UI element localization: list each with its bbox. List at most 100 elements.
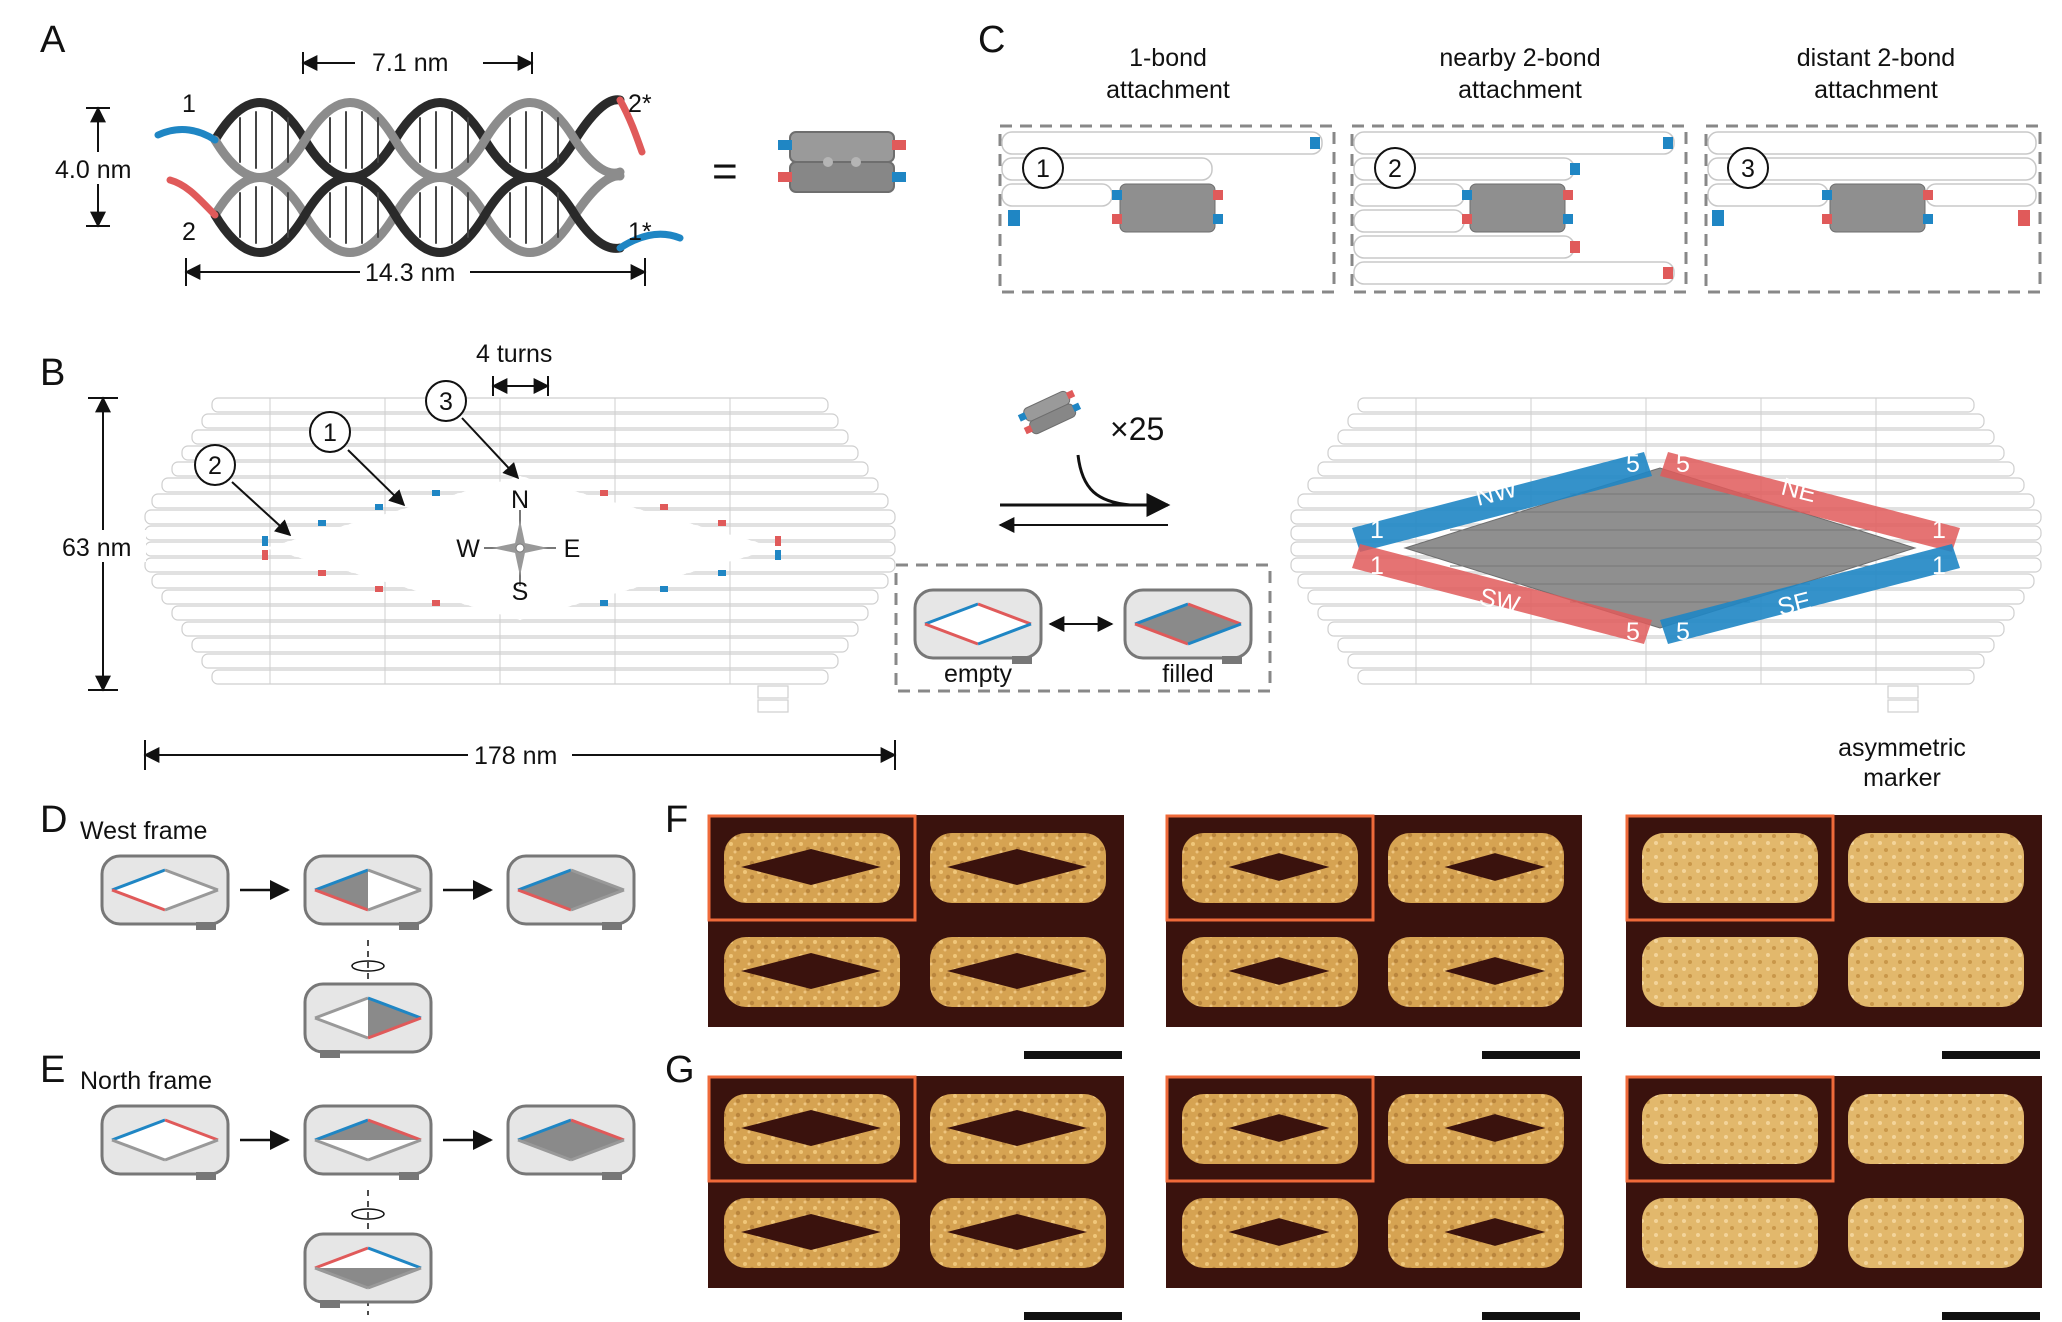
helix-width-label: 7.1 nm: [372, 49, 448, 77]
c-marker-2: 2: [1388, 155, 1402, 183]
end-2s-label: 2*: [628, 90, 652, 118]
nw-band: [1352, 452, 1652, 552]
equals-sign: =: [712, 147, 738, 196]
nw-count-1: 1: [1370, 516, 1384, 544]
c-marker-1: 1: [1036, 155, 1050, 183]
ne-count-5: 5: [1676, 450, 1690, 478]
scale-bar: [1942, 1312, 2040, 1320]
marker-label-line2: marker: [1863, 764, 1941, 792]
scale-bar: [1942, 1051, 2040, 1059]
north-frame-title: North frame: [80, 1067, 212, 1095]
panel-label-d: D: [40, 799, 67, 841]
se-count-5: 5: [1676, 618, 1690, 646]
panel-g-group-1: [707, 1075, 1124, 1320]
afm-image: [1374, 1078, 1578, 1180]
panel-label-a: A: [40, 19, 66, 61]
afm-image: [710, 1078, 914, 1180]
end-2-label: 2: [182, 218, 196, 246]
state-filled-label: filled: [1162, 660, 1213, 688]
panel-label-g: G: [665, 1049, 695, 1091]
afm-image: [1834, 817, 2038, 919]
afm-image: [916, 817, 1120, 919]
panel-g-group-3: [1625, 1075, 2042, 1320]
scale-bar: [1482, 1051, 1580, 1059]
c2-title-line2: attachment: [1458, 76, 1582, 104]
afm-image: [710, 1182, 914, 1284]
tile-icon: [778, 131, 906, 193]
panel-g-group-2: [1165, 1075, 1582, 1320]
panel-f-group-3: [1625, 814, 2042, 1059]
panel-label-b: B: [40, 352, 65, 394]
reaction-equilibrium: ×25: [998, 389, 1171, 533]
compass-s: S: [512, 578, 529, 606]
site-marker-1: 1: [323, 419, 337, 447]
afm-image: [916, 1182, 1120, 1284]
afm-image: [1168, 1078, 1372, 1180]
se-count-1: 1: [1932, 552, 1946, 580]
helix-height-label: 4.0 nm: [55, 156, 131, 184]
ne-band: [1660, 452, 1960, 552]
panel-b-origami-empty: N S W E 2 1 3 4 turns 63 nm 178 nm: [56, 340, 897, 772]
scale-bar: [1024, 1312, 1122, 1320]
c3-title-line1: distant 2-bond: [1797, 44, 1955, 72]
state-empty-label: empty: [944, 660, 1013, 688]
end-1s-label: 1*: [628, 218, 652, 246]
afm-image: [1628, 817, 1832, 919]
site-marker-3: 3: [439, 388, 453, 416]
afm-image: [1168, 1182, 1372, 1284]
sw-count-1: 1: [1370, 552, 1384, 580]
panel-c-attachment-modes: 1-bond attachment nearby 2-bond attachme…: [998, 44, 2042, 294]
panel-a-helix-diagram: 7.1 nm 4.0 nm 14.3 nm: [52, 45, 906, 288]
afm-image: [1374, 921, 1578, 1023]
afm-image: [916, 921, 1120, 1023]
sw-count-5: 5: [1626, 618, 1640, 646]
se-band: [1660, 544, 1960, 644]
panel-label-f: F: [665, 799, 688, 841]
afm-image: [1168, 921, 1372, 1023]
afm-image: [1374, 1182, 1578, 1284]
c1-title-line1: 1-bond: [1129, 44, 1207, 72]
afm-image: [1374, 817, 1578, 919]
compass-e: E: [564, 535, 581, 563]
afm-image-grids: [707, 814, 2042, 1320]
panel-label-c: C: [978, 19, 1005, 61]
turns-label: 4 turns: [476, 340, 552, 368]
scale-bar: [1482, 1312, 1580, 1320]
panel-b-origami-filled: NW NE SW SE 1 5 5 1 1 5 5 1 asymmetric m…: [1290, 397, 2042, 792]
afm-image: [710, 921, 914, 1023]
marker-label-line1: asymmetric: [1838, 734, 1966, 762]
tile-icon-small: [1017, 389, 1082, 435]
panel-e-north-frame: North frame: [80, 1067, 636, 1315]
afm-image: [916, 1078, 1120, 1180]
site-marker-2: 2: [208, 452, 222, 480]
compass-icon: [484, 510, 556, 586]
compass-n: N: [511, 486, 529, 514]
afm-image: [1628, 1078, 1832, 1180]
afm-image: [710, 817, 914, 919]
end-1-label: 1: [182, 90, 196, 118]
afm-image: [1628, 1182, 1832, 1284]
scale-bar: [1024, 1051, 1122, 1059]
c1-title-line2: attachment: [1106, 76, 1230, 104]
afm-image: [1628, 921, 1832, 1023]
state-legend: empty filled: [894, 563, 1272, 693]
origami-height-label: 63 nm: [62, 534, 131, 562]
c2-title-line1: nearby 2-bond: [1439, 44, 1600, 72]
helix-length-label: 14.3 nm: [365, 259, 455, 287]
afm-image: [1168, 817, 1372, 919]
compass-w: W: [456, 535, 480, 563]
c-marker-3: 3: [1741, 155, 1755, 183]
panel-f-group-1: [707, 814, 1124, 1059]
afm-image: [1834, 1182, 2038, 1284]
panel-f-group-2: [1165, 814, 1582, 1059]
c3-title-line2: attachment: [1814, 76, 1938, 104]
afm-image: [1834, 1078, 2038, 1180]
ne-count-1: 1: [1932, 516, 1946, 544]
sw-band: [1352, 544, 1652, 644]
panel-label-e: E: [40, 1049, 65, 1091]
afm-image: [1834, 921, 2038, 1023]
nw-count-5: 5: [1626, 450, 1640, 478]
panel-d-west-frame: West frame: [80, 817, 636, 1058]
multiplier-label: ×25: [1110, 411, 1164, 447]
